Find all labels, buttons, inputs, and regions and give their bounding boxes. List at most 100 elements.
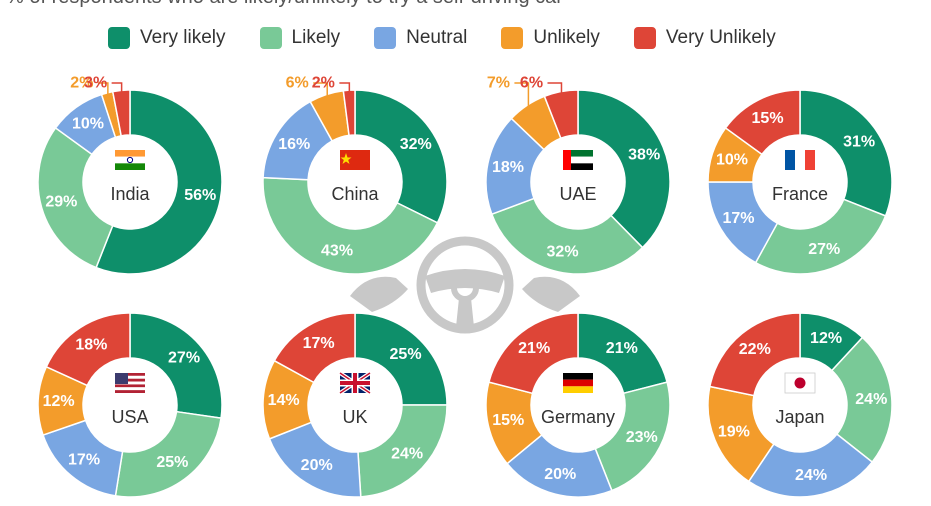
slice-label-very-likely: 27% — [168, 350, 200, 367]
legend-label: Very Unlikely — [665, 27, 776, 48]
slice-label-likely: 23% — [626, 429, 658, 446]
slice-label-very-likely: 25% — [390, 346, 422, 363]
slice-very-unlikely — [543, 89, 579, 140]
slice-label-unlikely: 15% — [492, 412, 524, 429]
legend-swatch — [374, 27, 397, 49]
slice-label-likely: 32% — [547, 243, 579, 260]
right-hand — [522, 276, 580, 312]
slice-likely — [830, 336, 893, 464]
country-label: USA — [111, 407, 148, 427]
uk-flag-icon — [338, 371, 372, 395]
country-label: UAE — [559, 184, 596, 204]
slice-very-unlikely — [273, 312, 356, 384]
legend-swatch — [108, 27, 130, 49]
slice-likely — [114, 410, 222, 498]
france-flag-icon — [785, 150, 815, 170]
slice-label-very-unlikely: 6% — [520, 75, 543, 92]
slice-likely — [594, 381, 671, 492]
slice-very-unlikely — [708, 312, 801, 397]
legend-swatch — [259, 27, 282, 49]
slice-label-neutral: 10% — [72, 116, 104, 133]
legend-label: Unlikely — [533, 27, 600, 48]
wheel-spoke — [425, 269, 505, 293]
japan-flag-icon — [784, 372, 816, 394]
legend-item-neutral: Neutral — [374, 27, 467, 49]
slice-label-very-likely: 21% — [606, 340, 638, 357]
germany-flag-icon — [563, 373, 593, 393]
slice-likely — [37, 126, 114, 269]
leader-line — [313, 82, 328, 98]
slice-likely — [490, 197, 644, 275]
slice-very-likely — [354, 89, 448, 224]
legend-label: Very likely — [140, 27, 226, 48]
slice-label-unlikely: 10% — [716, 151, 748, 168]
slice-very-unlikely — [45, 312, 131, 387]
slice-very-likely — [354, 312, 448, 406]
china-flag-icon — [340, 150, 370, 170]
donut-japan: 12% 24% 24% 19% 22% Japan — [707, 312, 893, 498]
uae-flag-icon — [563, 150, 593, 170]
slice-very-likely — [577, 89, 671, 249]
slice-label-neutral: 17% — [722, 210, 754, 227]
legend-item-very-likely: Very likely — [108, 27, 226, 49]
slice-label-very-unlikely: 2% — [312, 75, 335, 92]
slice-very-likely — [129, 312, 223, 419]
slice-label-very-likely: 38% — [628, 146, 660, 163]
slice-label-very-unlikely: 18% — [75, 336, 107, 353]
slice-label-unlikely: 19% — [718, 424, 750, 441]
country-label: Germany — [541, 407, 615, 427]
slice-label-likely: 24% — [391, 445, 423, 462]
leader-line — [111, 82, 123, 94]
slice-label-very-unlikely: 17% — [303, 335, 335, 352]
slice-label-likely: 43% — [321, 243, 353, 260]
donut-france: 31% 27% 17% 10% 15% France — [707, 89, 893, 275]
slice-label-neutral: 16% — [278, 136, 310, 153]
slice-label-unlikely: 7% — [487, 75, 510, 92]
slice-label-neutral: 17% — [68, 451, 100, 468]
legend-swatch — [501, 27, 524, 49]
country-label: Japan — [775, 407, 824, 427]
donut-india: 56% 29% 10% 2%3% India — [37, 75, 223, 275]
slice-label-neutral: 18% — [492, 159, 524, 176]
slice-likely — [357, 404, 448, 498]
country-label: China — [331, 184, 379, 204]
country-label: France — [772, 184, 828, 204]
slice-label-likely: 27% — [808, 241, 840, 258]
slice-label-very-likely: 12% — [810, 330, 842, 347]
slice-label-neutral: 20% — [544, 466, 576, 483]
donut-china: 32% 43% 16% 6% 2% China — [262, 75, 448, 275]
left-hand — [350, 276, 408, 312]
slice-label-unlikely: 14% — [268, 392, 300, 409]
leader-line — [97, 82, 109, 96]
slice-likely — [262, 176, 439, 275]
legend-label: Neutral — [406, 27, 468, 48]
slice-very-unlikely — [487, 312, 579, 395]
chart-subtitle: % of respondents who are likely/unlikely… — [6, 0, 563, 9]
slice-neutral — [747, 433, 874, 498]
legend-item-very-unlikely: Very Unlikely — [633, 27, 776, 49]
legend-swatch — [633, 27, 656, 49]
steering-wheel-hands-icon — [350, 236, 580, 334]
country-label: India — [110, 184, 150, 204]
slice-label-very-unlikely: 15% — [752, 110, 784, 127]
slice-very-unlikely — [342, 89, 356, 137]
india-flag-icon — [115, 150, 145, 170]
slice-label-very-likely: 56% — [184, 187, 216, 204]
leader-line — [514, 82, 530, 109]
slice-label-unlikely: 6% — [286, 75, 309, 92]
slice-very-likely — [95, 89, 223, 275]
donut-germany: 21% 23% 20% 15% 21% Germany — [485, 312, 671, 498]
slice-very-likely — [577, 312, 669, 395]
slice-label-very-unlikely: 22% — [739, 341, 771, 358]
slice-label-very-likely: 32% — [400, 136, 432, 153]
country-label: UK — [342, 407, 367, 427]
slice-label-neutral: 20% — [301, 457, 333, 474]
slice-label-likely: 25% — [156, 454, 188, 471]
slice-label-very-unlikely: 3% — [84, 75, 107, 92]
donut-uae: 38% 32% 18% 7% 6% UAE — [485, 75, 671, 275]
slice-likely — [754, 198, 887, 275]
leader-line — [339, 82, 351, 94]
legend-item-likely: Likely — [259, 27, 340, 49]
usa-flag-icon — [115, 373, 145, 393]
